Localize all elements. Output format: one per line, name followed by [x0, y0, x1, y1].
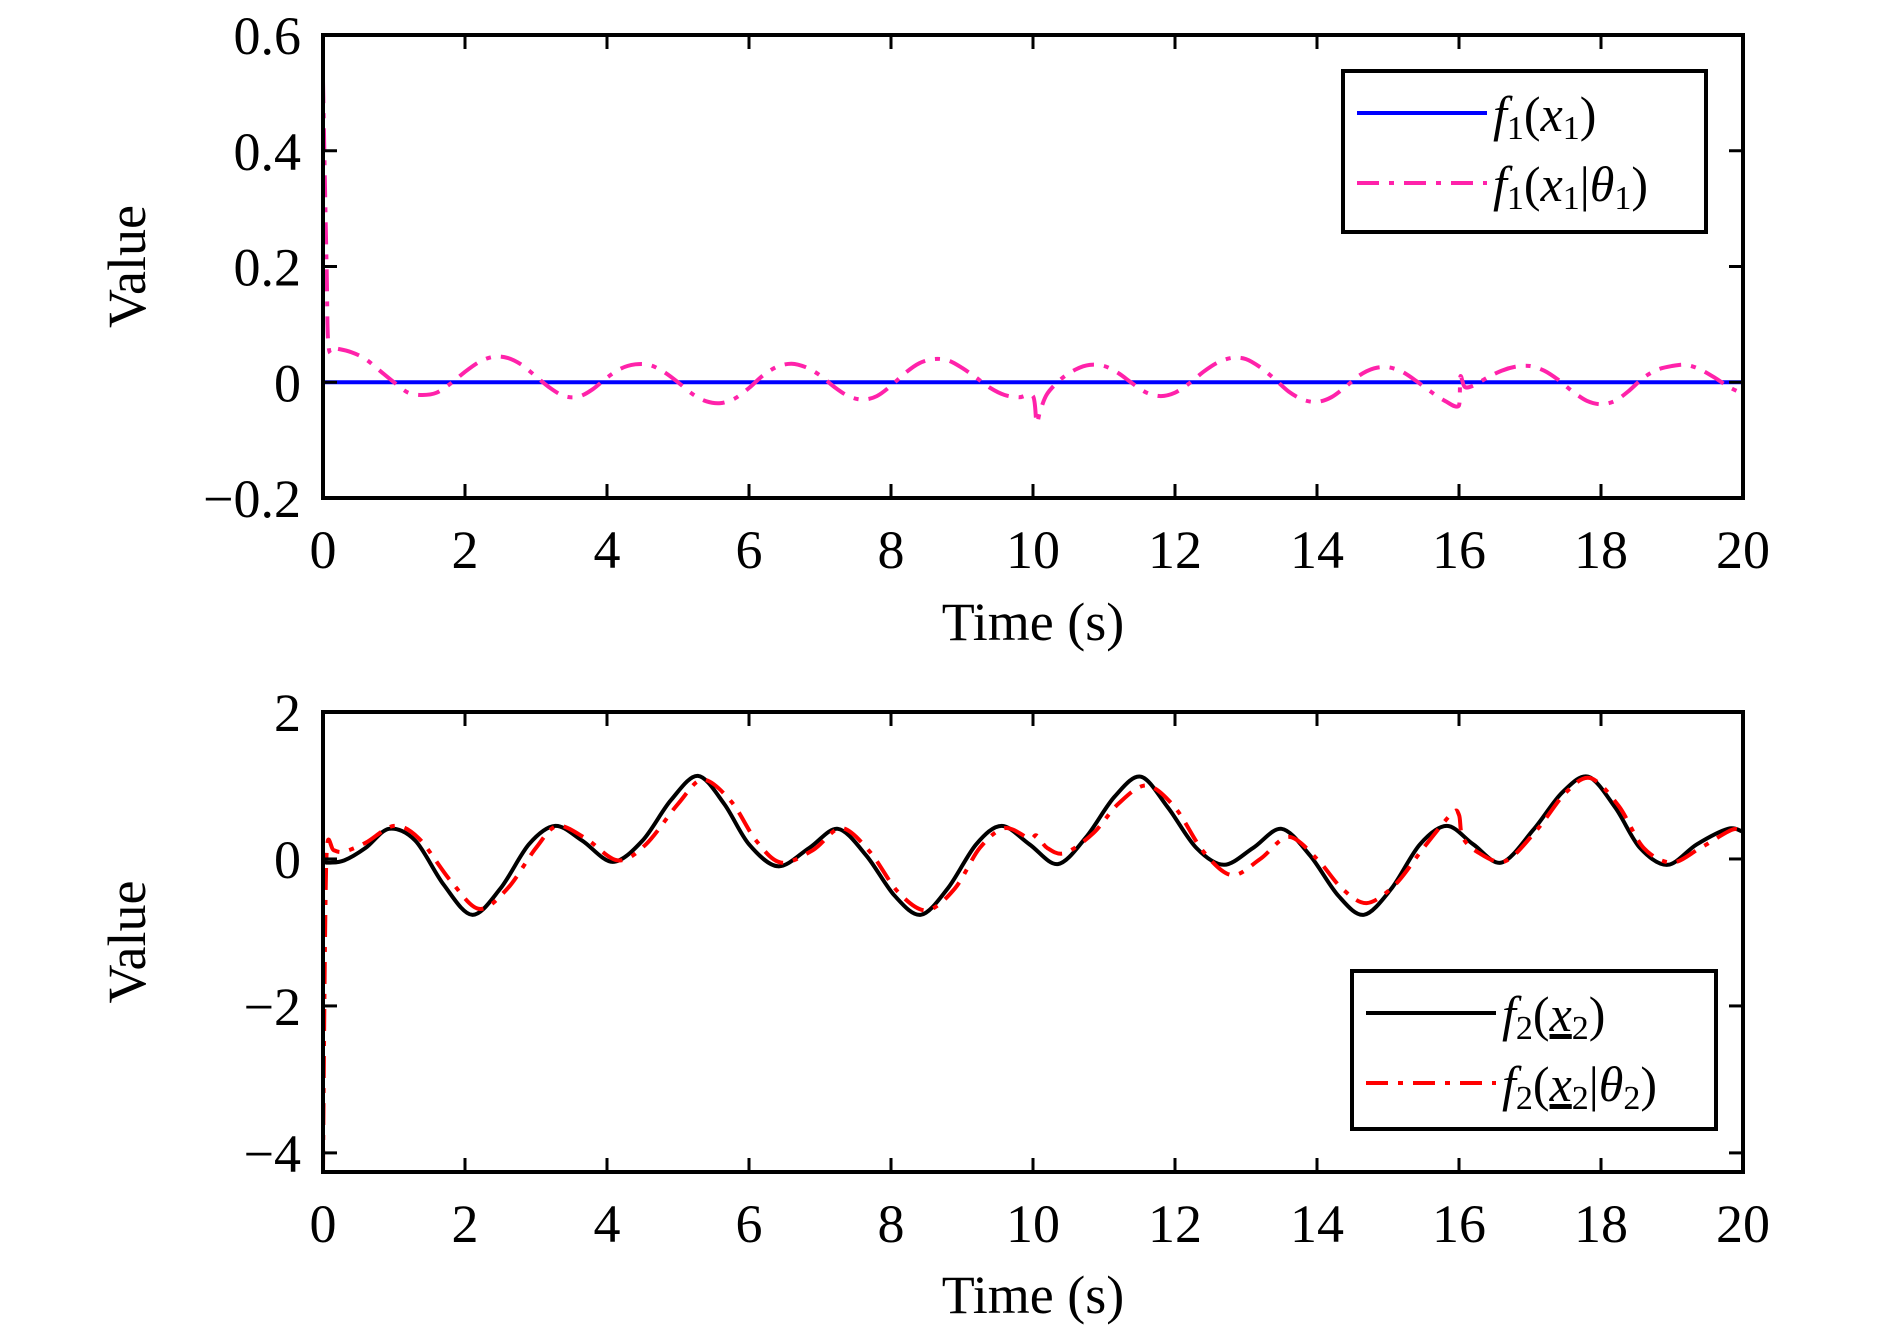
bottom-plot-y-axis-label: Value — [97, 881, 157, 1004]
bottom-plot-x-tick-labels: 0 2 4 6 8 10 12 14 16 18 20 — [310, 1194, 1771, 1254]
x-tick-label: 18 — [1574, 1194, 1628, 1254]
legend-box — [1341, 69, 1708, 234]
legend-box — [1350, 969, 1718, 1131]
legend-label-part: 1 — [1507, 110, 1524, 147]
y-tick-label: 0 — [274, 830, 301, 890]
x-tick-label: 14 — [1290, 520, 1344, 580]
legend-label-part: 2 — [1572, 1080, 1589, 1117]
legend-label-part: 1 — [1614, 180, 1631, 217]
legend-label-part: 1 — [1563, 110, 1580, 147]
legend-label-part: 2 — [1516, 1010, 1533, 1047]
y-tick-label: −0.2 — [203, 469, 301, 529]
x-tick-label: 2 — [452, 520, 479, 580]
legend-label: f2(x2) — [1502, 986, 1605, 1047]
legend-entry: f1(x1) — [1357, 86, 1596, 147]
legend-label-part: ) — [1640, 1056, 1657, 1112]
y-tick-label: 0 — [274, 353, 301, 413]
legend-entry: f2(x2|θ2) — [1366, 1056, 1657, 1117]
y-tick-label: 0.2 — [234, 238, 302, 298]
top-plot-x-axis-label: Time (s) — [942, 592, 1125, 652]
legend-label-part: 2 — [1516, 1080, 1533, 1117]
x-tick-label: 18 — [1574, 520, 1628, 580]
x-tick-label: 4 — [594, 520, 621, 580]
legend-label: f2(x2|θ2) — [1502, 1056, 1657, 1117]
x-tick-label: 20 — [1716, 1194, 1770, 1254]
x-tick-label: 10 — [1006, 1194, 1060, 1254]
legend-label-part: 2 — [1623, 1080, 1640, 1117]
legend-label-part: | — [1580, 156, 1590, 212]
legend-label-part: 1 — [1507, 180, 1524, 217]
bottom-plot-legend: f2(x2) f2(x2|θ2) — [1350, 969, 1718, 1131]
top-plot-series-estimate-line — [323, 81, 1743, 426]
legend-label-part: θ — [1599, 1056, 1624, 1112]
x-tick-label: 12 — [1148, 520, 1202, 580]
top-plot-y-axis-label: Value — [97, 205, 157, 328]
legend-label-part: x — [1540, 86, 1563, 142]
legend-label-part: ( — [1524, 86, 1541, 142]
x-tick-label: 6 — [736, 520, 763, 580]
x-tick-label: 8 — [878, 1194, 905, 1254]
x-tick-label: 2 — [452, 1194, 479, 1254]
legend-label-part: x — [1549, 986, 1572, 1042]
x-tick-label: 16 — [1432, 1194, 1486, 1254]
legend-label-part: | — [1589, 1056, 1599, 1112]
legend-label-part: 2 — [1572, 1010, 1589, 1047]
y-tick-label: −4 — [244, 1124, 301, 1184]
y-tick-label: 0.6 — [234, 6, 302, 66]
x-tick-label: 0 — [310, 1194, 337, 1254]
bottom-plot: 0 2 4 6 8 10 12 14 16 18 20 20−2−4 Time (s) Value … — [97, 683, 1770, 1325]
bottom-plot-y-tick-labels: 2 0 −2 −4 — [244, 683, 301, 1184]
top-plot-legend: f1(x1) f1(x1|θ1) — [1341, 69, 1708, 234]
legend-entry: f1(x1|θ1) — [1357, 156, 1648, 217]
x-tick-label: 0 — [310, 520, 337, 580]
x-tick-label: 12 — [1148, 1194, 1202, 1254]
top-plot-ticks — [323, 35, 1743, 498]
top-plot-series — [323, 81, 1743, 426]
bottom-plot-ticks — [323, 712, 1743, 1172]
bottom-plot-series-estimate-line — [323, 775, 1743, 1173]
legend-label: f1(x1) — [1493, 86, 1596, 147]
x-tick-label: 14 — [1290, 1194, 1344, 1254]
legend-entry: f2(x2) — [1366, 986, 1605, 1047]
y-tick-label: 2 — [274, 683, 301, 743]
legend-label-part: x — [1540, 156, 1563, 212]
x-tick-label: 20 — [1716, 520, 1770, 580]
legend-label-part: θ — [1590, 156, 1615, 212]
y-tick-label: −2 — [244, 977, 301, 1037]
top-plot-y-tick-labels: 0.6 0.4 0.2 0 −0.2 — [203, 6, 301, 529]
top-plot-x-tick-labels: 0 2 4 6 8 10 12 14 16 18 20 — [310, 520, 1771, 580]
legend-label-part: ( — [1524, 156, 1541, 212]
top-plot: 0 2 4 6 8 10 12 14 16 18 20 0.60.40.20−0.2 Time (s… — [97, 6, 1770, 652]
legend-label-part: ) — [1580, 86, 1597, 142]
bottom-plot-x-axis-label: Time (s) — [942, 1265, 1125, 1325]
legend-label-part: ) — [1589, 986, 1606, 1042]
legend-label-part: ( — [1533, 986, 1550, 1042]
x-tick-label: 8 — [878, 520, 905, 580]
bottom-plot-series — [323, 773, 1743, 1173]
y-tick-label: 0.4 — [234, 122, 302, 182]
x-tick-label: 16 — [1432, 520, 1486, 580]
x-tick-label: 4 — [594, 1194, 621, 1254]
legend-label-part: ) — [1631, 156, 1648, 212]
x-tick-label: 10 — [1006, 520, 1060, 580]
legend-label-part: 1 — [1563, 180, 1580, 217]
legend-label: f1(x1|θ1) — [1493, 156, 1648, 217]
x-tick-label: 6 — [736, 1194, 763, 1254]
legend-label-part: ( — [1533, 1056, 1550, 1112]
legend-label-part: x — [1549, 1056, 1572, 1112]
